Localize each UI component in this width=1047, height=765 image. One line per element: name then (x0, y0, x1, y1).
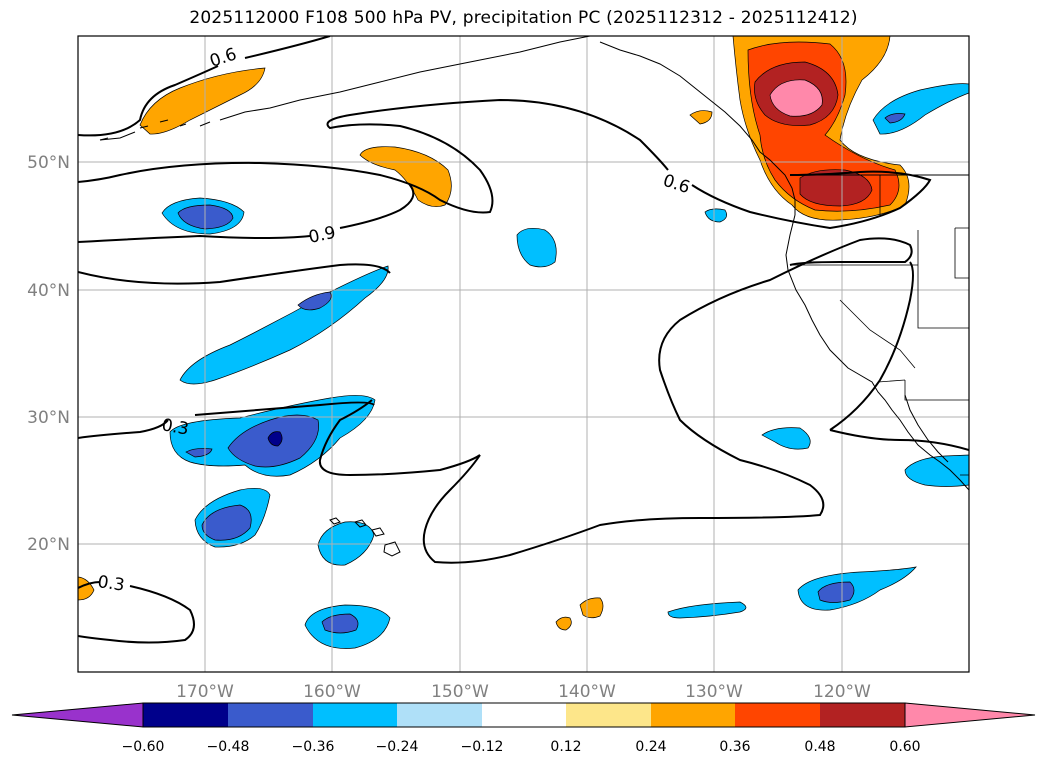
precip-negative-11-inner (884, 113, 906, 124)
colorbar-swatch-8 (735, 703, 820, 727)
colorbar-swatch-5 (482, 703, 566, 727)
precip-positive-small1 (579, 597, 604, 619)
precip-negative-12 (904, 454, 969, 487)
pv-contours (78, 36, 969, 644)
lat-label-40n: 40°N (27, 281, 70, 301)
colorbar-label-2: −0.48 (207, 739, 250, 755)
longitude-labels: 170°W 160°W 150°W 140°W 130°W 120°W (176, 682, 871, 702)
colorbar-label-10: 0.60 (889, 739, 920, 755)
pv-contour-large (78, 237, 913, 564)
pv-contour-east-sw (829, 261, 914, 431)
precip-positive-small3 (78, 576, 95, 601)
colorbar-label-8: 0.36 (719, 739, 750, 755)
colorbar-label-9: 0.48 (804, 739, 835, 755)
precip-positive-pnw-peak (769, 79, 823, 117)
precip-negative-8 (761, 427, 811, 450)
lon-label-160w: 160°W (303, 682, 361, 702)
map-title: 2025112000 F108 500 hPa PV, precipitatio… (189, 8, 858, 28)
contour-label-0.3-south: 0.3 (96, 572, 126, 596)
lon-label-130w: 130°W (685, 682, 743, 702)
colorbar-swatch-1 (143, 703, 228, 727)
pv-contour-baja (829, 429, 969, 451)
precip-positive-alaska (139, 67, 266, 135)
precip-shading (78, 36, 969, 649)
north-america-west-coast (785, 214, 969, 491)
colorbar-label-4: −0.24 (376, 739, 419, 755)
latitude-labels: 50°N 40°N 30°N 20°N (27, 153, 70, 555)
precip-negative-9 (667, 601, 747, 619)
map-border (77, 35, 970, 673)
precip-positive-small4 (689, 110, 713, 125)
alaska-coast (99, 36, 796, 215)
lat-label-20n: 20°N (27, 535, 70, 555)
precip-negative-6 (516, 228, 557, 268)
pv-contour-0.6-mid (78, 98, 932, 230)
colorbar: −0.60 −0.48 −0.36 −0.24 −0.12 0.12 0.24 … (11, 702, 1036, 755)
colorbar-swatch-6 (566, 703, 651, 727)
lat-label-50n: 50°N (27, 153, 70, 173)
lon-label-120w: 120°W (813, 682, 871, 702)
lon-label-140w: 140°W (558, 682, 616, 702)
colorbar-label-1: −0.60 (122, 739, 165, 755)
colorbar-swatch-7 (651, 703, 735, 727)
precip-negative-10-inner (817, 581, 855, 603)
precip-negative-4-inner (201, 504, 252, 541)
pv-contour-0.6-north (78, 36, 331, 137)
colorbar-extend-low (11, 702, 144, 728)
pv-contour-0.3-mid (78, 399, 481, 477)
precip-negative-3-peak (267, 431, 283, 447)
precip-negative-2 (179, 265, 389, 385)
coastlines (99, 36, 969, 557)
precip-negative-2-inner (297, 291, 332, 311)
colorbar-label-7: 0.24 (635, 739, 666, 755)
baja-coast (904, 394, 949, 463)
colorbar-label-5: −0.12 (461, 739, 504, 755)
gridlines (78, 36, 969, 672)
precip-positive-small2 (555, 616, 572, 631)
pv-contour-0.9 (78, 184, 415, 243)
contour-label-0.3-mid: 0.3 (160, 415, 190, 439)
lat-label-30n: 30°N (27, 408, 70, 428)
state-borders (790, 175, 969, 476)
colorbar-label-3: −0.36 (292, 739, 335, 755)
lon-label-170w: 170°W (176, 682, 234, 702)
colorbar-label-6: 0.12 (550, 739, 581, 755)
precip-negative-5-inner (321, 613, 359, 634)
colorbar-border (142, 702, 906, 728)
precip-positive-pnw-core2 (799, 169, 873, 207)
hawaii-islands (329, 517, 401, 557)
colorbar-swatch-9 (820, 703, 905, 727)
pv-contour-0.3-south (78, 581, 195, 644)
colorbar-extend-high (904, 702, 1036, 728)
colorbar-swatch-4 (397, 703, 482, 727)
colorbar-swatch-3 (313, 703, 397, 727)
lon-label-150w: 150°W (431, 682, 489, 702)
colorbar-swatch-2 (228, 703, 313, 727)
aleutian-islands (99, 119, 211, 141)
